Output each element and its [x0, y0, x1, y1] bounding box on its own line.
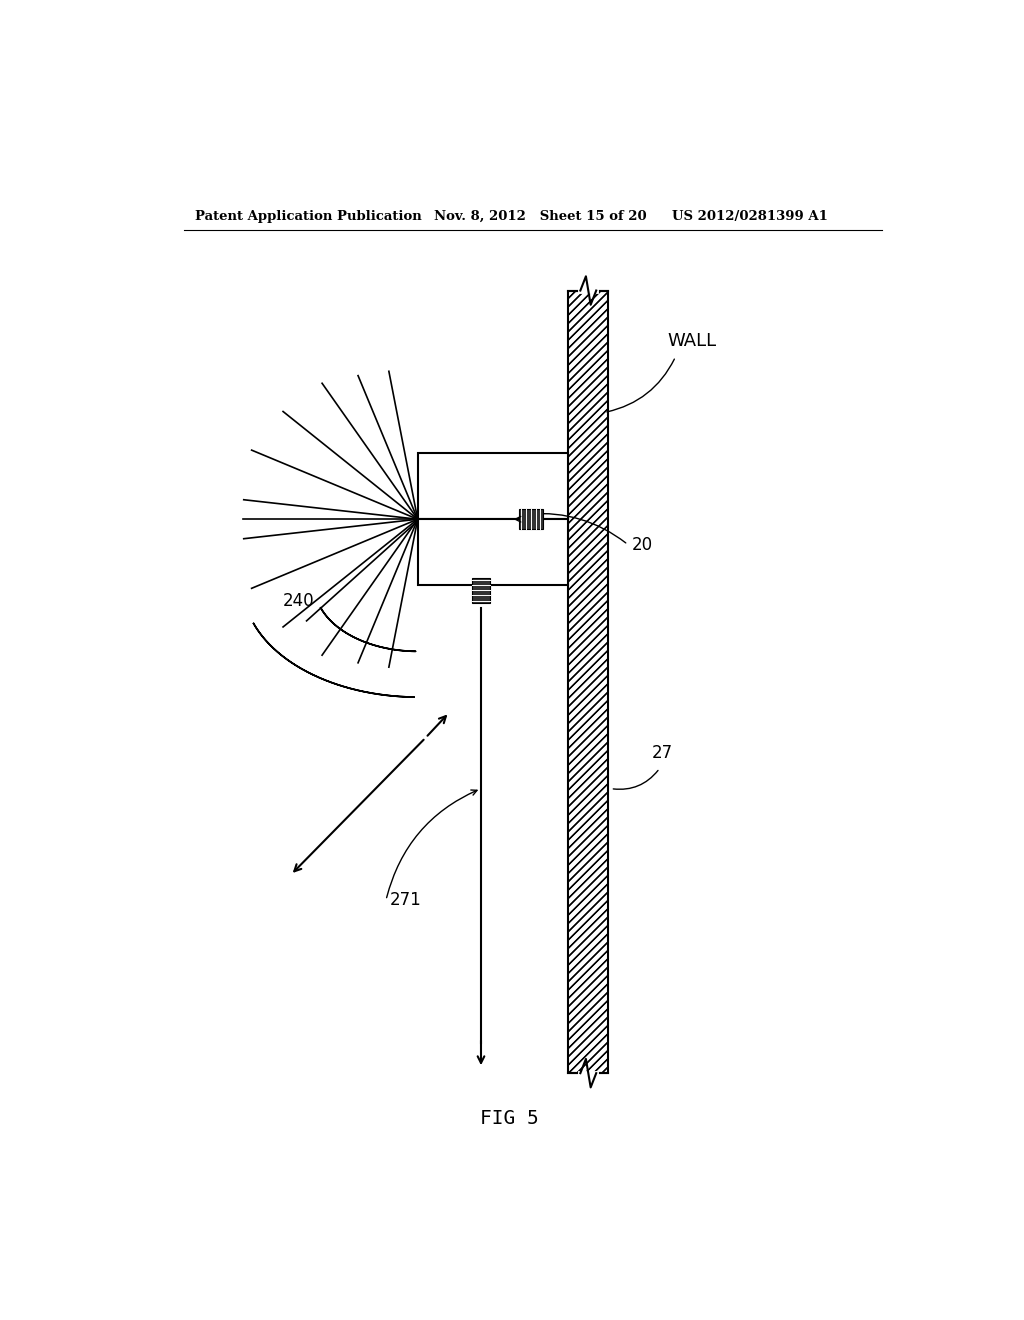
- Text: 20: 20: [632, 536, 653, 553]
- Bar: [568, 290, 608, 1073]
- Text: US 2012/0281399 A1: US 2012/0281399 A1: [672, 210, 827, 223]
- Text: 27: 27: [652, 744, 673, 762]
- Text: Nov. 8, 2012   Sheet 15 of 20: Nov. 8, 2012 Sheet 15 of 20: [433, 210, 646, 223]
- Bar: [418, 453, 568, 519]
- Text: 240: 240: [283, 591, 314, 610]
- Bar: [568, 290, 608, 1073]
- Bar: [519, 510, 543, 529]
- Bar: [418, 519, 568, 585]
- Text: 271: 271: [390, 891, 422, 909]
- Text: WALL: WALL: [668, 333, 717, 350]
- Bar: [472, 578, 489, 603]
- Text: Patent Application Publication: Patent Application Publication: [196, 210, 422, 223]
- Text: FIG 5: FIG 5: [479, 1109, 539, 1129]
